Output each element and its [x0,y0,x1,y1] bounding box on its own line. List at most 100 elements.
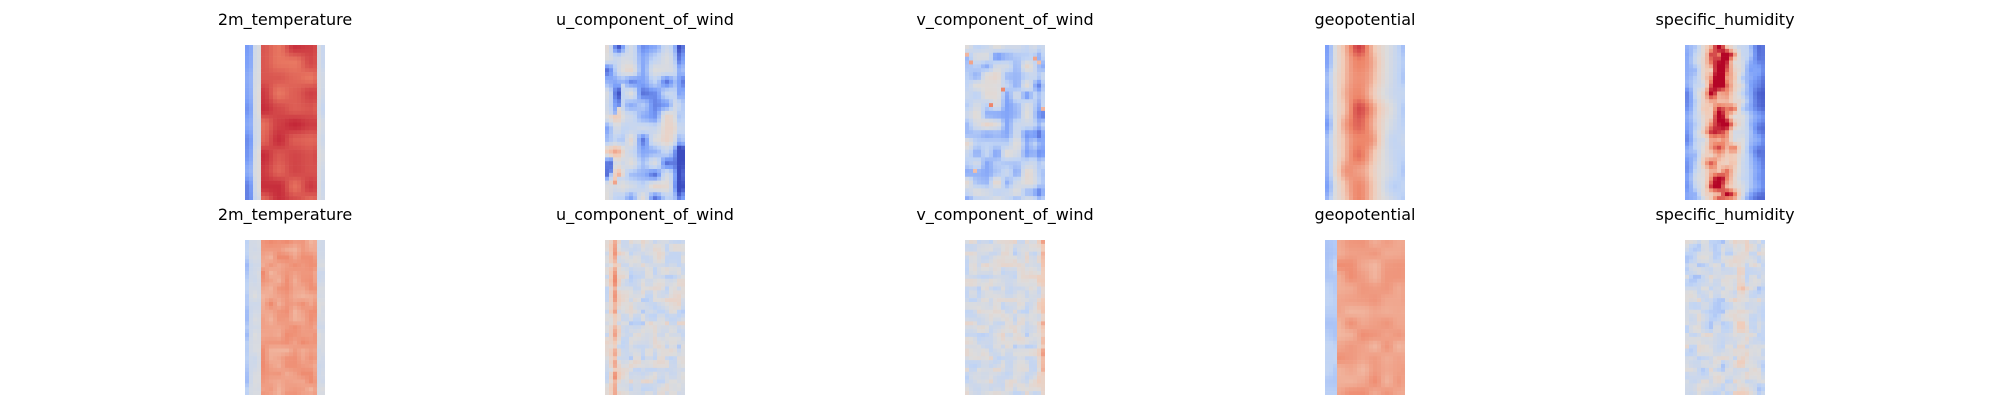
heatmap-cell [1749,196,1754,200]
heatmap-cell [977,110,982,116]
heatmap-cell [1017,76,1022,81]
heatmap-cell [1401,107,1405,112]
heatmap-cell [617,165,622,170]
heatmap-cell [245,321,250,326]
heatmap-cell [1753,130,1758,135]
heatmap-cell [969,72,974,77]
heatmap-cell [993,91,998,96]
heatmap-cell [1733,91,1738,96]
heatmap-cell [1037,169,1042,174]
heatmap-cell [309,282,314,287]
heatmap-cell [1725,130,1730,135]
heatmap-cell [1701,157,1706,162]
heatmap-cell [273,79,278,85]
heatmap-cell [289,340,294,345]
heatmap-cell [1325,149,1330,154]
heatmap-cell [1701,64,1706,69]
heatmap-cell [645,138,650,143]
heatmap-cell [1001,95,1006,100]
heatmap-cell [261,317,266,322]
heatmap-cell [993,76,998,81]
heatmap-cell [1393,165,1398,170]
heatmap-cell [1353,95,1358,100]
heatmap-cell [1013,188,1018,193]
heatmap-cell [649,180,654,185]
heatmap-cell [317,344,322,349]
heatmap-cell [1717,114,1722,119]
heatmap-cell [321,247,325,252]
heatmap-cell [293,83,298,88]
heatmap-cell [245,91,250,96]
heatmap-cell [1401,161,1405,166]
heatmap-cell [293,79,298,85]
heatmap-cell [977,118,982,123]
heatmap-cell [1757,60,1762,65]
heatmap-cell [1041,91,1045,96]
heatmap-cell [661,169,666,174]
heatmap-cell [249,344,254,349]
heatmap-cell [297,180,302,185]
heatmap-cell [1749,192,1754,197]
heatmap-cell [633,126,638,131]
heatmap-cell [637,103,642,108]
heatmap-cell [1721,126,1726,131]
heatmap-cell [1333,64,1338,69]
heatmap-cell [1341,161,1346,166]
heatmap-cell [281,138,286,143]
heatmap-cell [1001,107,1006,112]
heatmap-cell [277,321,282,326]
heatmap-cell [637,180,642,185]
heatmap-cell [613,48,618,54]
heatmap-cell [1009,172,1014,178]
heatmap-cell [965,149,970,154]
heatmap-cell [609,169,614,174]
heatmap-cell [997,196,1002,200]
heatmap-cell [1761,72,1765,77]
heatmap-cell [1713,45,1718,50]
heatmap-cell [1361,172,1366,178]
heatmap-cell [289,302,294,307]
heatmap-cell [301,99,306,104]
heatmap-cell [257,321,262,326]
heatmap-cell [617,83,622,88]
heatmap-cell [1705,107,1710,112]
heatmap-cell [281,259,286,264]
heatmap-cell [1389,165,1394,170]
heatmap-cell [1037,161,1042,166]
heatmap-cell [245,169,250,174]
heatmap-cell [1033,172,1038,178]
heatmap-cell [1325,76,1330,81]
heatmap-cell [285,290,290,295]
heatmap-cell [1705,52,1710,57]
heatmap-cell [633,130,638,135]
heatmap-cell [997,149,1002,154]
heatmap-cell [1001,91,1006,96]
heatmap-cell [1041,103,1045,108]
heatmap-cell [257,356,262,361]
heatmap-cell [625,240,630,245]
heatmap-cell [1009,52,1014,57]
heatmap-cell [281,141,286,147]
heatmap-cell [257,99,262,104]
heatmap-cell [973,138,978,143]
heatmap-cell [261,145,266,150]
heatmap-cell [1357,176,1362,181]
heatmap-cell [977,196,982,200]
heatmap-cell [257,290,262,295]
heatmap-cell [1333,130,1338,135]
heatmap-cell [657,169,662,174]
heatmap-cell [681,259,685,264]
heatmap-cell [1725,153,1730,158]
heatmap-cell [1021,176,1026,181]
heatmap-cell [269,259,274,264]
heatmap-cell [249,118,254,123]
heatmap-cell [249,255,254,260]
heatmap-cell [273,110,278,116]
heatmap-cell [273,243,278,249]
heatmap-cell [281,344,286,349]
heatmap-cell [1725,172,1730,178]
heatmap-cell [673,56,678,61]
heatmap-cell [273,130,278,135]
heatmap-cell [269,356,274,361]
heatmap-cell [981,145,986,150]
